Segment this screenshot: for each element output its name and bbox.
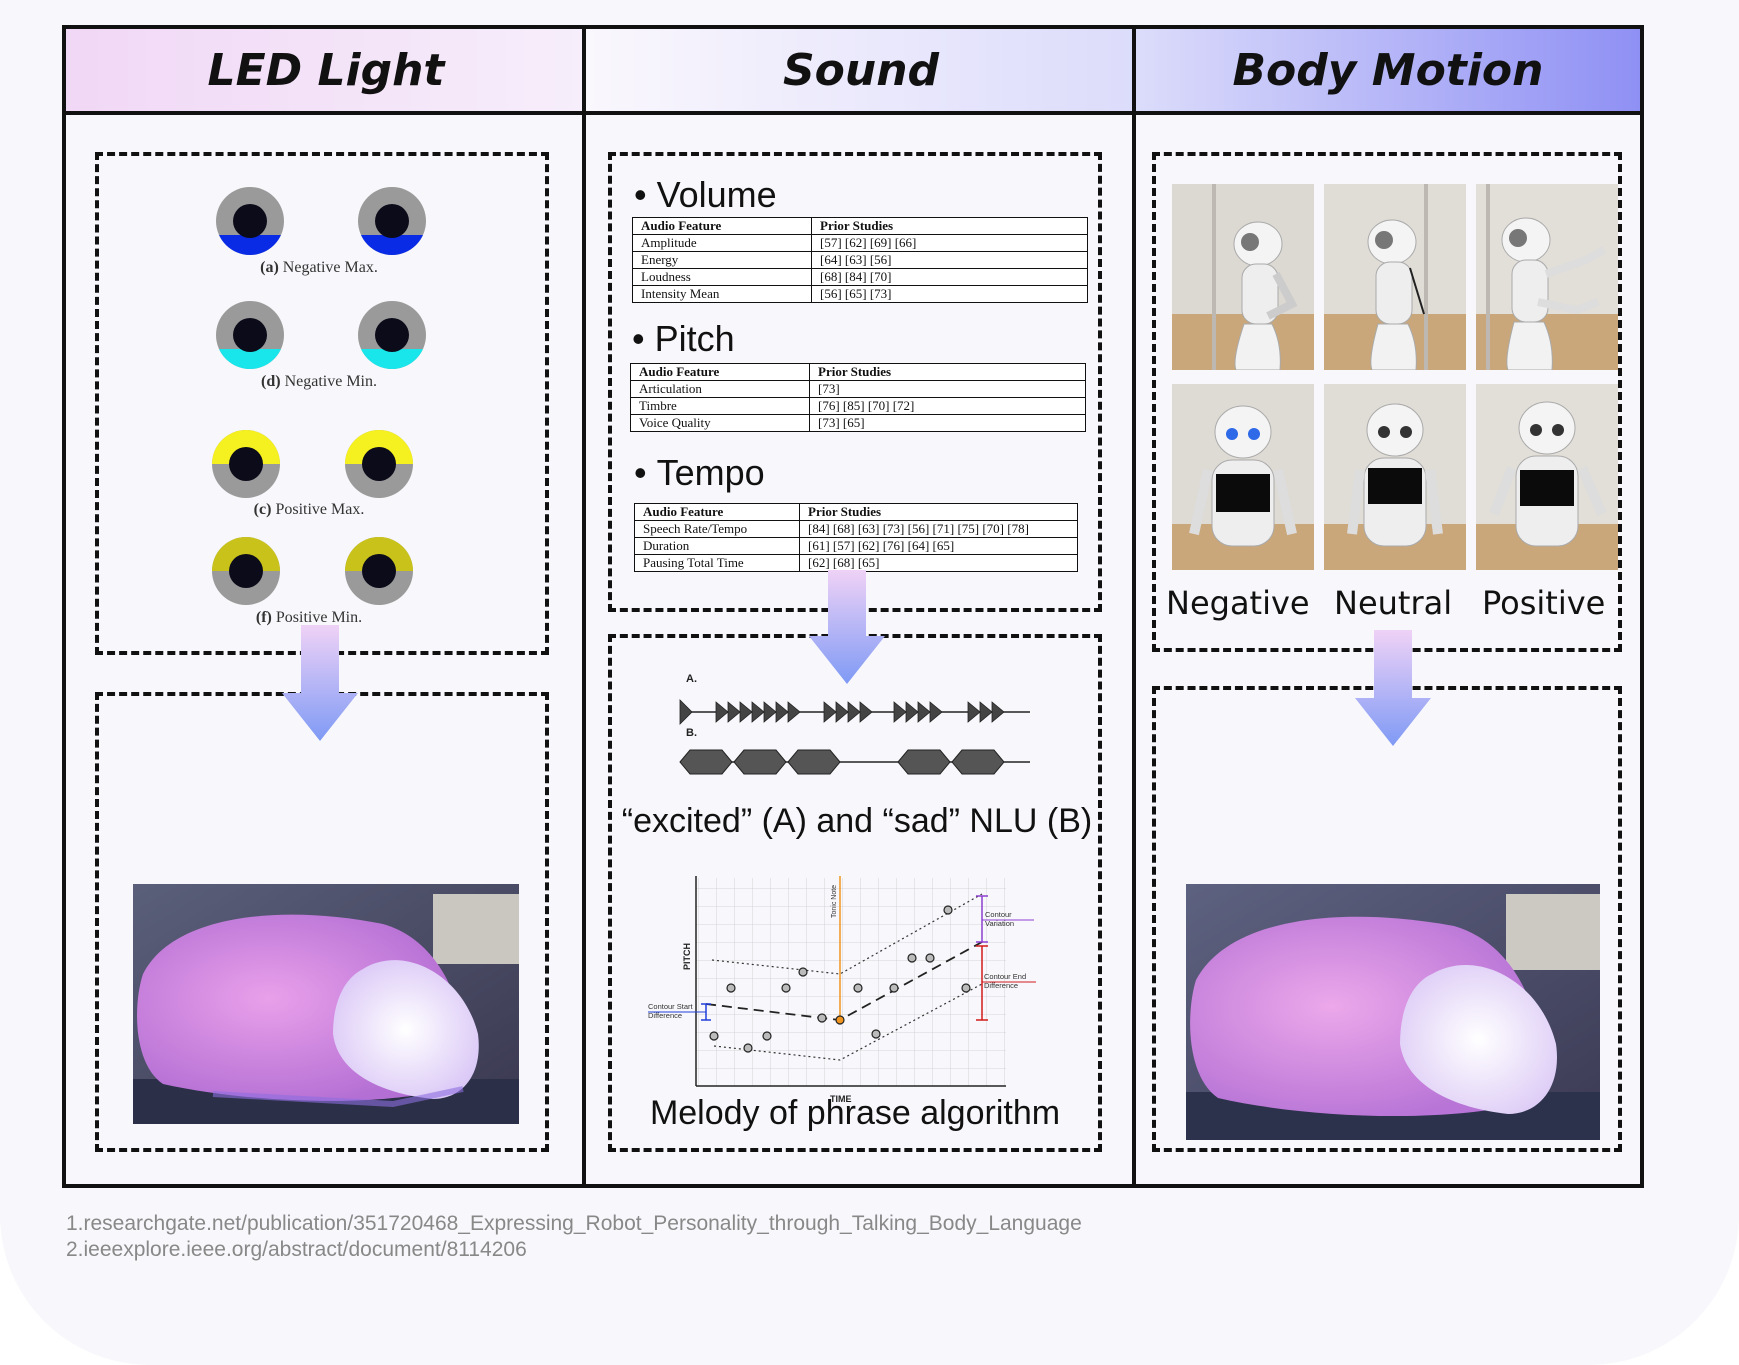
eye-positive-max-left <box>212 430 280 498</box>
tempo-col2: Prior Studies <box>799 503 1078 521</box>
header-sound-title: Sound <box>782 44 940 96</box>
motion-poses-box: Negative Neutral Positive <box>1152 152 1622 652</box>
eye-negative-max-left <box>216 187 284 255</box>
robot-negative-front <box>1172 384 1314 570</box>
wave-label-b: B. <box>686 727 697 739</box>
motion-label-negative: Negative <box>1166 584 1310 622</box>
wave-label-a: A. <box>686 673 697 685</box>
led-plush-photo <box>133 884 519 1124</box>
pitch-cell: [76] [85] [70] [72] <box>809 397 1086 415</box>
volume-cell: [57] [62] [69] [66] <box>811 234 1088 252</box>
column-divider-2 <box>1132 29 1136 1184</box>
volume-cell: Energy <box>632 251 812 269</box>
melody-points <box>709 905 971 1053</box>
sound-down-arrow <box>809 570 885 684</box>
tempo-cell: [61] [57] [62] [76] [64] [65] <box>799 537 1078 555</box>
sound-result-box: A. B. “excited” (A) and “sad” NLU (B) <box>608 634 1102 1152</box>
pitch-cell: [73] <box>809 380 1086 398</box>
column-divider-1 <box>582 29 586 1184</box>
eye-positive-min-right <box>345 537 413 605</box>
tonic-point <box>835 1015 845 1025</box>
led-down-arrow <box>282 625 358 741</box>
caption-negative-max: (a) Negative Max. <box>260 259 378 276</box>
volume-cell: Intensity Mean <box>632 285 812 303</box>
header-led: LED Light <box>66 29 586 115</box>
caption-negative-min: (d) Negative Min. <box>261 373 377 390</box>
waveform-excited <box>679 699 1005 725</box>
pitch-cell: [73] [65] <box>809 414 1086 432</box>
tempo-col1: Audio Feature <box>634 503 800 521</box>
contour-variation-label: Contour Variation <box>985 910 1014 928</box>
pitch-col1: Audio Feature <box>630 363 810 381</box>
led-result-box <box>95 692 549 1152</box>
volume-table: Audio Feature Prior Studies Amplitude [57]… <box>632 217 1088 303</box>
melody-diagram: PITCH TIME Tonic Note Contour Variation <box>648 876 1036 1104</box>
sound-features-box: • Volume • Pitch • Tempo <box>608 152 1102 612</box>
tempo-cell: Duration <box>634 537 800 555</box>
nlu-caption: “excited” (A) and “sad” NLU (B) <box>621 802 1093 840</box>
eye-negative-min-right <box>358 301 426 369</box>
pitch-axis-label: PITCH <box>682 943 692 970</box>
led-eyes-diagram <box>212 187 426 605</box>
contour-start-label: Contour Start Difference <box>648 1002 694 1020</box>
volume-cell: Amplitude <box>632 234 812 252</box>
led-states-box: (a) Negative Max. (d) Negative Min. (c) … <box>95 152 549 655</box>
pitch-cell: Voice Quality <box>630 414 810 432</box>
volume-cell: Loudness <box>632 268 812 286</box>
melody-caption: Melody of phrase algorithm <box>649 1094 1061 1132</box>
reference-2: 2.ieeexplore.ieee.org/abstract/document/… <box>66 1238 527 1261</box>
volume-cell: [68] [84] [70] <box>811 268 1088 286</box>
pitch-cell: Timbre <box>630 397 810 415</box>
header-motion: Body Motion <box>1136 29 1640 115</box>
volume-col1: Audio Feature <box>632 217 812 235</box>
contour-end-label: Contour End Difference <box>984 972 1026 990</box>
motion-label-neutral: Neutral <box>1334 584 1453 622</box>
nlu-waveforms: A. B. <box>679 673 1030 775</box>
eye-negative-max-right <box>358 187 426 255</box>
volume-col2: Prior Studies <box>811 217 1088 235</box>
eye-positive-max-right <box>345 430 413 498</box>
caption-positive-max: (c) Positive Max. <box>253 501 365 518</box>
header-sound: Sound <box>586 29 1136 115</box>
header-motion-title: Body Motion <box>1232 44 1544 96</box>
tempo-cell: Pausing Total Time <box>634 554 800 572</box>
tempo-cell: [62] [68] [65] <box>799 554 1078 572</box>
volume-cell: [56] [65] [73] <box>811 285 1088 303</box>
tonic-note-label: Tonic Note <box>831 885 838 918</box>
motion-down-arrow <box>1355 630 1431 746</box>
reference-1: 1.researchgate.net/publication/351720468… <box>66 1212 1082 1235</box>
robot-neutral-front <box>1324 384 1466 570</box>
motion-label-positive: Positive <box>1482 584 1606 622</box>
pitch-cell: Articulation <box>630 380 810 398</box>
eye-positive-min-left <box>212 537 280 605</box>
pitch-col2: Prior Studies <box>809 363 1086 381</box>
robot-neutral-side <box>1324 184 1466 370</box>
waveform-sad <box>679 749 1005 775</box>
tempo-cell: Speech Rate/Tempo <box>634 520 800 538</box>
motion-result-box <box>1152 686 1622 1152</box>
robot-negative-side <box>1172 184 1314 370</box>
header-led-title: LED Light <box>207 44 445 96</box>
time-axis-label: TIME <box>830 1094 852 1104</box>
caption-positive-min: (f) Positive Min. <box>255 609 363 626</box>
tempo-table: Audio Feature Prior Studies Speech Rate/T… <box>634 503 1078 572</box>
pitch-table: Audio Feature Prior Studies Articulation[… <box>630 363 1086 432</box>
robot-positive-front <box>1476 384 1618 570</box>
motion-plush-photo <box>1186 884 1600 1140</box>
bullet-pitch: • Pitch <box>632 318 735 359</box>
volume-cell: [64] [63] [56] <box>811 251 1088 269</box>
bullet-tempo: • Tempo <box>634 452 765 493</box>
tempo-cell: [84] [68] [63] [73] [56] [71] [75] [70] … <box>799 520 1078 538</box>
robot-positive-side <box>1476 184 1618 370</box>
eye-negative-min-left <box>216 301 284 369</box>
bullet-volume: • Volume <box>634 174 777 215</box>
